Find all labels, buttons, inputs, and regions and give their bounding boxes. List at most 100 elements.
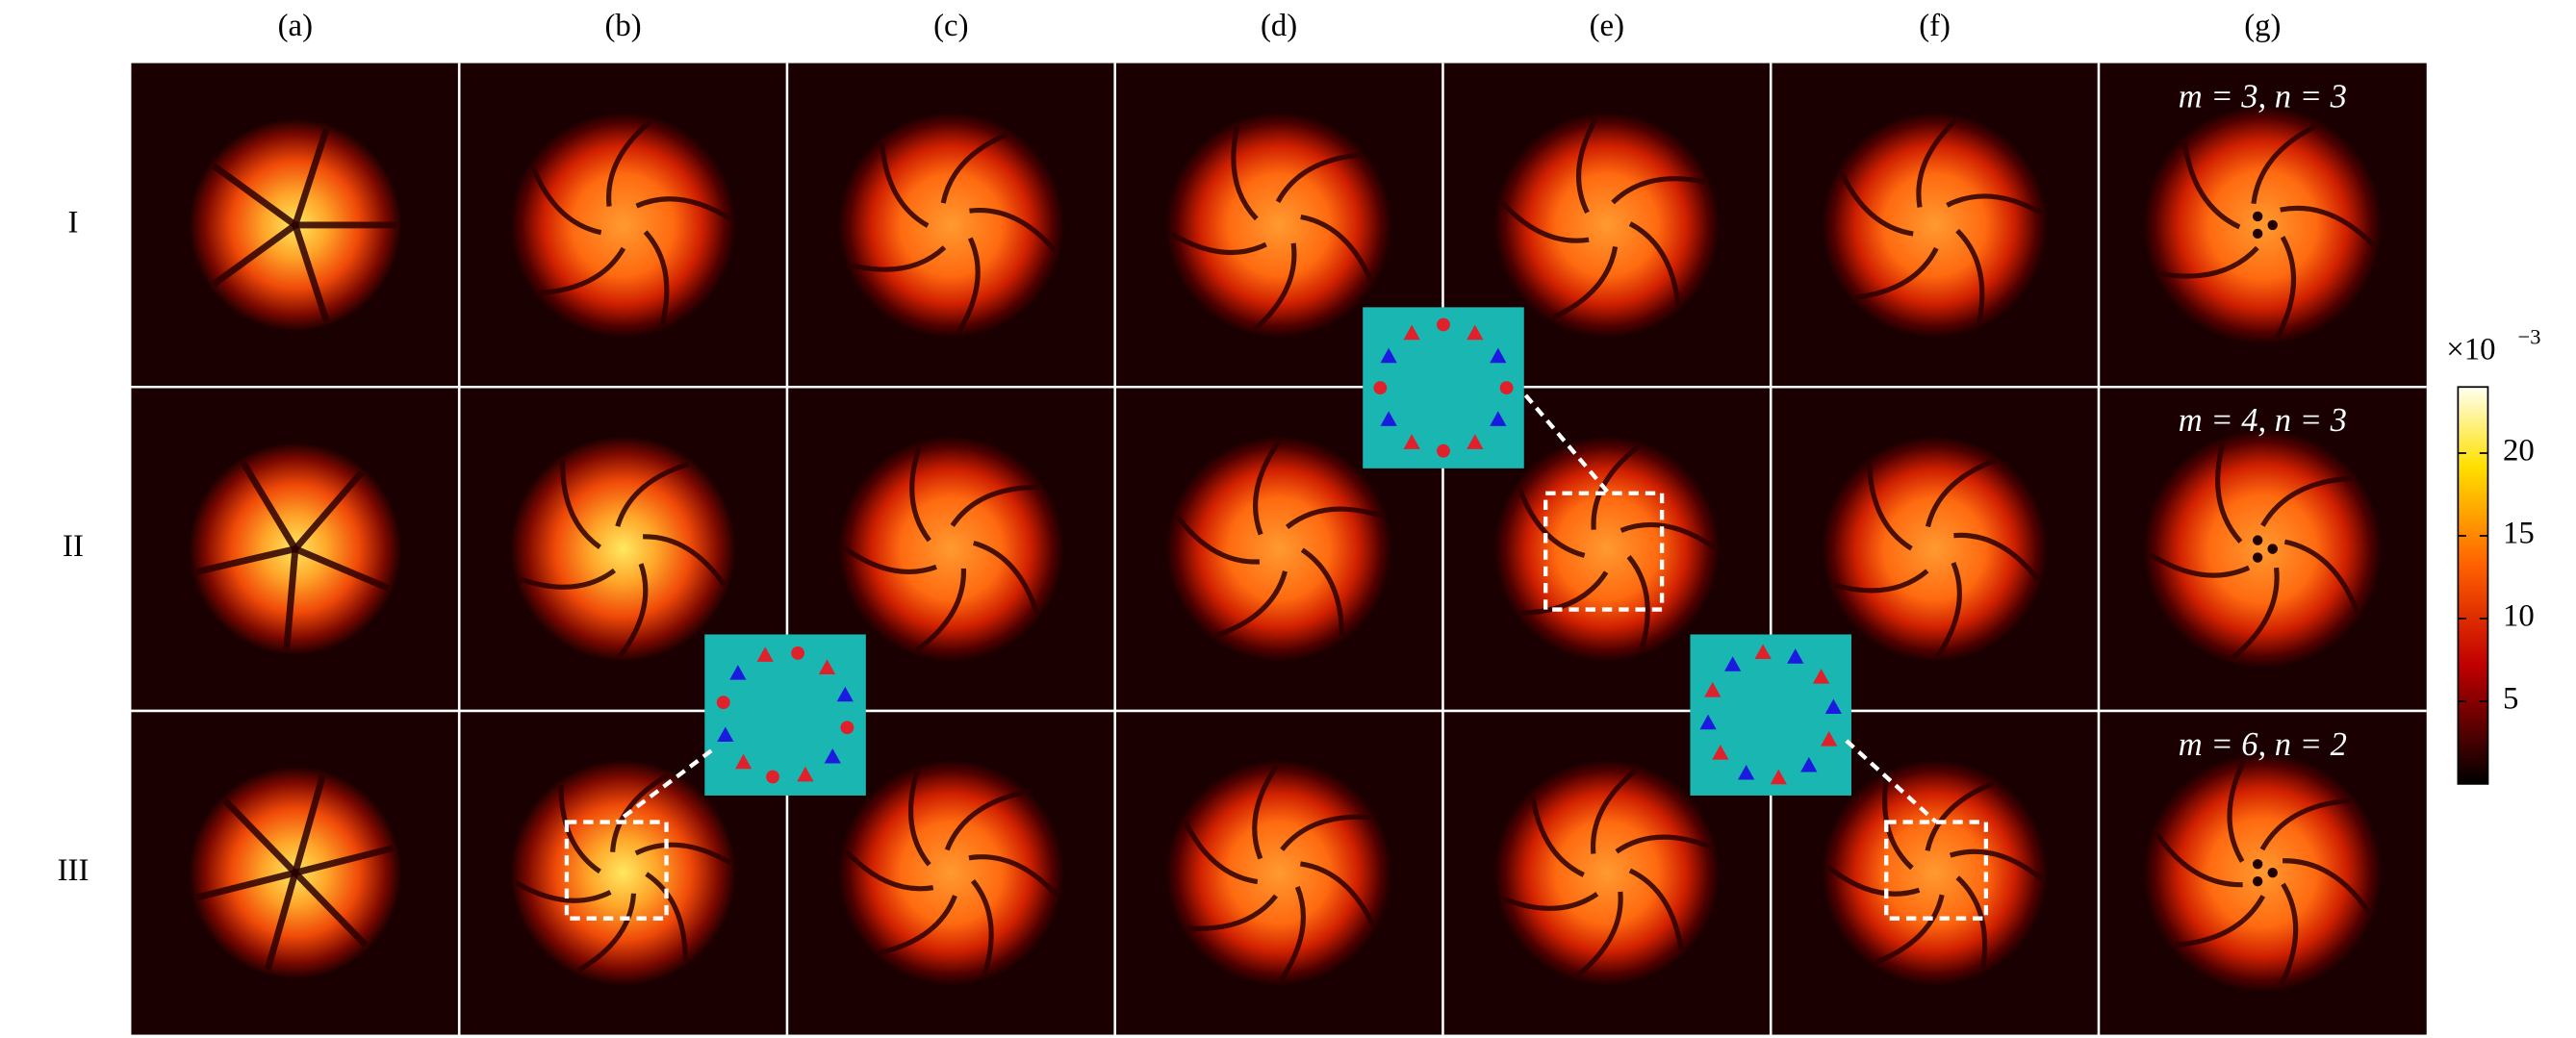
intensity-panel (510, 112, 737, 339)
dark-arm (293, 469, 365, 551)
dark-arm (1628, 868, 1684, 951)
singularity-triangle (1800, 756, 1818, 772)
singularity-dot (716, 696, 730, 710)
beam-spot (837, 112, 1064, 339)
dark-arm (560, 460, 601, 549)
vortex-core (2267, 544, 2278, 554)
beam-spot (837, 436, 1064, 662)
dark-arm (576, 893, 637, 973)
dark-arm (211, 163, 297, 228)
dark-arm (1253, 242, 1297, 332)
vortex-core (2267, 868, 2278, 878)
intensity-panel (189, 443, 402, 656)
singularity-triangle (1403, 434, 1420, 449)
column-label: (g) (2244, 9, 2281, 43)
intensity-panel (2143, 752, 2383, 993)
dark-arm (606, 119, 652, 207)
dark-arm (1955, 875, 1988, 970)
singularity-triangle (1380, 347, 1397, 364)
dark-arm (1611, 176, 1706, 205)
column-label: (b) (604, 9, 641, 43)
vortex-core (2252, 876, 2263, 887)
dark-arm (1576, 116, 1599, 215)
column-label: (e) (1590, 9, 1624, 43)
vortex-core (2252, 211, 2263, 222)
dark-arm (1832, 569, 1929, 594)
singularity-triangle (1380, 411, 1397, 426)
beam-spot (1165, 759, 1392, 986)
dark-arm (1183, 820, 1259, 885)
beam-spot (510, 112, 737, 339)
dark-arm (643, 230, 670, 326)
dark-arm (1499, 200, 1590, 243)
dark-arm (211, 222, 297, 288)
beam-spot (1822, 436, 2049, 662)
singularity-triangle (756, 646, 774, 662)
beam-spot (1822, 759, 2049, 986)
beam-spot (510, 759, 737, 986)
beam-spot (1493, 759, 1721, 986)
dark-arm (240, 460, 298, 551)
dark-arm (969, 207, 1058, 253)
inset-box (1363, 307, 1524, 468)
dark-arm (851, 245, 947, 272)
dark-arm (1520, 570, 1609, 616)
dark-arm (283, 548, 299, 650)
row-label: III (58, 853, 89, 888)
dark-arm (1174, 514, 1261, 565)
dark-arm (2259, 797, 2351, 851)
beam-spot (1165, 112, 1392, 339)
intensity-panel (837, 112, 1064, 339)
dark-arm (645, 872, 688, 961)
singularity-dot (840, 721, 854, 735)
dark-arm (1529, 795, 1585, 877)
dark-arm (1280, 814, 1371, 851)
dark-arm (1278, 885, 1306, 982)
zoom-box (1543, 491, 1665, 612)
singularity-triangle (836, 686, 854, 702)
singularity-triangle (1467, 434, 1484, 449)
dark-arm (1825, 864, 1921, 897)
dark-arm (2275, 236, 2297, 340)
dark-arm (293, 545, 390, 592)
intensity-panel (1822, 436, 2049, 662)
singularity-triangle (1821, 731, 1838, 747)
intensity-panel (837, 436, 1064, 662)
dark-arm (1925, 780, 1995, 851)
singularity-triangle (1738, 765, 1755, 780)
dark-arm (519, 568, 617, 590)
dark-arm (842, 544, 937, 574)
singularity-triangle (1712, 745, 1729, 760)
dark-arm (2215, 442, 2243, 544)
dark-arm (1935, 562, 1962, 658)
singularity-triangle (797, 766, 814, 782)
dark-arm (1186, 894, 1279, 931)
singularity-triangle (1724, 656, 1742, 671)
beam-spot (1493, 436, 1721, 662)
column-label: (f) (1919, 9, 1951, 43)
dark-arm (1285, 506, 1383, 529)
beam-spot (2143, 752, 2383, 993)
singularity-triangle (1812, 669, 1830, 684)
parameter-annotation: m = 3, n = 3 (2179, 79, 2347, 115)
dark-arm (2230, 567, 2280, 661)
dark-arm (1170, 232, 1267, 255)
dark-arm (293, 845, 395, 876)
dark-arm (292, 223, 330, 322)
dark-arm (530, 165, 602, 236)
dark-arm (2251, 123, 2319, 204)
dark-arm (970, 878, 994, 975)
dark-arm (2154, 831, 2243, 888)
dark-arm (1231, 125, 1259, 221)
colorbar-tick-label: 5 (2503, 681, 2518, 716)
dark-arm (844, 848, 934, 892)
dark-arm (1955, 228, 1985, 323)
dark-arm (1916, 117, 1958, 208)
intensity-panel (1822, 759, 2049, 986)
dark-arm (940, 131, 1009, 204)
singularity-dot (1437, 443, 1450, 458)
dark-arm (1253, 440, 1282, 536)
intensity-panel (510, 759, 737, 986)
intensity-panel (189, 766, 402, 979)
dark-arm (1875, 894, 1945, 965)
